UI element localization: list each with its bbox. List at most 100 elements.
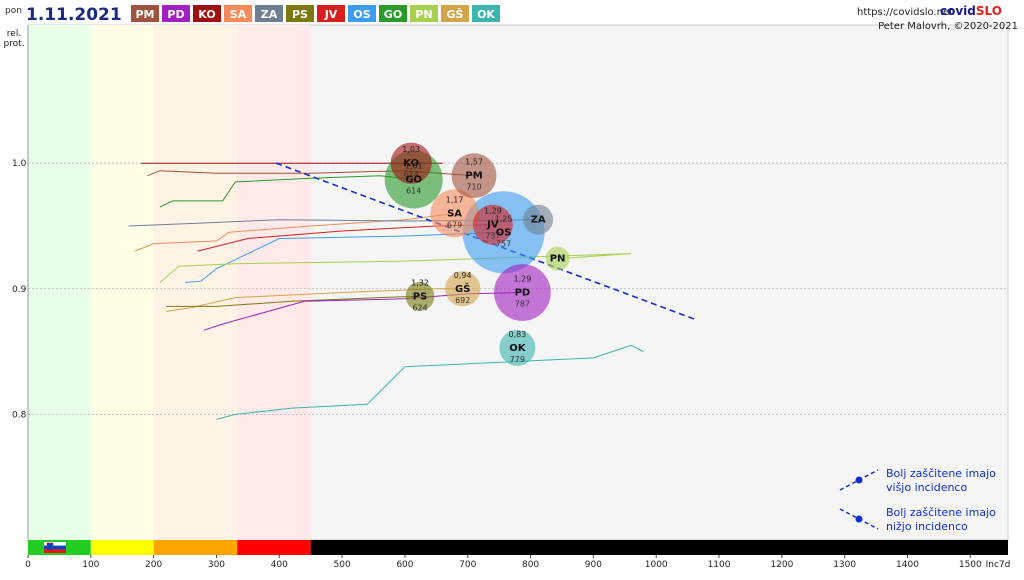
bubble-code-label: SA	[447, 208, 462, 219]
legend-swatch	[193, 5, 221, 22]
bubble-ratio-label: 0,94	[454, 271, 472, 280]
legend-button-JV[interactable]: JV	[317, 5, 345, 22]
bubble-ratio-label: 1,25	[495, 214, 513, 223]
legend-swatch	[162, 5, 190, 22]
legend-swatch	[472, 5, 500, 22]
flag-stripe-red	[44, 549, 66, 553]
legend-swatch	[441, 5, 469, 22]
annotation-higher-line1: Bolj zaščitene imajo	[886, 467, 996, 480]
legend-swatch	[317, 5, 345, 22]
legend-button-OK[interactable]: OK	[472, 5, 500, 22]
x-tick-label: 1100	[708, 560, 731, 570]
bubble-ratio-label: 1,57	[465, 158, 483, 167]
trail-OS	[185, 231, 504, 283]
legend-label: OS	[353, 8, 370, 21]
trail-GŠ	[166, 288, 463, 312]
bubble-incidence-label: 614	[404, 170, 419, 179]
x-tick-label: 0	[25, 560, 31, 570]
x-axis-label: Inc7d	[986, 560, 1011, 570]
bubble-ratio-label: 0,83	[508, 330, 526, 339]
bubble-PN	[545, 246, 570, 271]
y-tick-label: 0.9	[12, 285, 27, 295]
y-tick-label: 1.0	[12, 159, 27, 169]
legend-label: PS	[292, 8, 308, 21]
bubble-incidence-label: 679	[447, 220, 462, 229]
bubble-PM	[451, 153, 497, 199]
y-tick-label: 0.8	[12, 410, 27, 420]
bubble-incidence-label: 737	[485, 232, 500, 241]
x-tick-label: 700	[459, 560, 476, 570]
bubble-GŠ	[445, 271, 481, 307]
bubble-ratio-label: 1,17	[446, 195, 464, 204]
legend-button-GO[interactable]: GO	[379, 5, 407, 22]
legend-label: GŠ	[447, 8, 464, 21]
flag-stripe-white	[44, 542, 66, 546]
bubble-incidence-label: 624	[412, 303, 427, 312]
bubble-code-label: GO	[405, 175, 422, 186]
bubble-code-label: JV	[486, 220, 499, 231]
legend-button-PS[interactable]: PS	[286, 5, 314, 22]
legend-swatch	[131, 5, 159, 22]
bubble-code-label: OS	[496, 227, 512, 238]
legend-button-PD[interactable]: PD	[162, 5, 190, 22]
trail-OK	[216, 344, 644, 420]
bubble-JV	[472, 204, 513, 245]
legend-swatch	[286, 5, 314, 22]
legend-swatch	[410, 5, 438, 22]
legend-button-OS[interactable]: OS	[348, 5, 376, 22]
bubble-code-label: PM	[465, 171, 482, 182]
legend-label: SA	[230, 8, 247, 21]
legend-button-ZA[interactable]: ZA	[255, 5, 283, 22]
legend-button-PN[interactable]: PN	[410, 5, 438, 22]
bubble-incidence-label: 710	[466, 183, 481, 192]
annotation-lower-dot	[855, 515, 863, 523]
bubble-KO	[390, 142, 432, 184]
author-credit: Peter Malovrh, ©2020-2021	[878, 21, 1018, 32]
bubble-code-label: ZA	[531, 215, 546, 226]
bubble-ratio-label: 1,29	[513, 275, 531, 284]
zone-bar-segment	[90, 540, 154, 555]
legend-button-PM[interactable]: PM	[131, 5, 159, 22]
legend-label: KO	[198, 8, 215, 21]
legend-label: JV	[324, 8, 338, 21]
x-tick-label: 100	[82, 560, 99, 570]
annotation-higher: Bolj zaščitene imajo višjo incidenco	[839, 467, 996, 494]
bubble-code-label: PN	[550, 254, 566, 265]
y-axis-label-line2: prot.	[3, 39, 24, 49]
bubble-incidence-label: 779	[510, 355, 525, 364]
bubble-code-label: PS	[413, 291, 428, 302]
legend-label: PD	[167, 8, 184, 21]
legend-swatch	[255, 5, 283, 22]
bubble-ratio-label: 1,01	[405, 162, 423, 171]
annotation-lower: Bolj zaščitene imajo nižjo incidenco	[839, 506, 996, 533]
bubble-PD	[493, 264, 551, 321]
x-tick-label: 1400	[896, 560, 919, 570]
x-tick-label: 1000	[645, 560, 668, 570]
legend-button-KO[interactable]: KO	[193, 5, 221, 22]
zone-bar-segment	[153, 540, 238, 555]
trail-GO	[159, 175, 414, 208]
flag-stripe-blue	[44, 545, 66, 550]
x-tick-label: 200	[145, 560, 162, 570]
annotation-higher-dot	[855, 476, 863, 484]
legend-label: ZA	[261, 8, 278, 21]
bubble-code-label: GŠ	[455, 282, 470, 295]
legend-button-GŠ[interactable]: GŠ	[441, 5, 469, 22]
bubble-ratio-label: 1,32	[411, 278, 429, 287]
zone-background	[90, 25, 154, 540]
bubble-code-label: KO	[403, 158, 419, 169]
brand-logo: covidSLO	[940, 4, 1002, 18]
bubble-ratio-label: 1,03	[402, 145, 420, 154]
bubble-incidence-label: 787	[515, 300, 530, 309]
bubble-ratio-label: 1,29	[484, 207, 502, 216]
zone-background	[153, 25, 238, 540]
legend-button-SA[interactable]: SA	[224, 5, 252, 22]
x-tick-label: 500	[334, 560, 351, 570]
annotation-lower-line1: Bolj zaščitene imajo	[886, 506, 996, 519]
x-tick-label: 900	[585, 560, 602, 570]
bubble-OK	[499, 329, 536, 366]
legend-label: PM	[135, 8, 154, 21]
trail-PN	[159, 253, 632, 283]
trail-SA	[134, 212, 455, 252]
